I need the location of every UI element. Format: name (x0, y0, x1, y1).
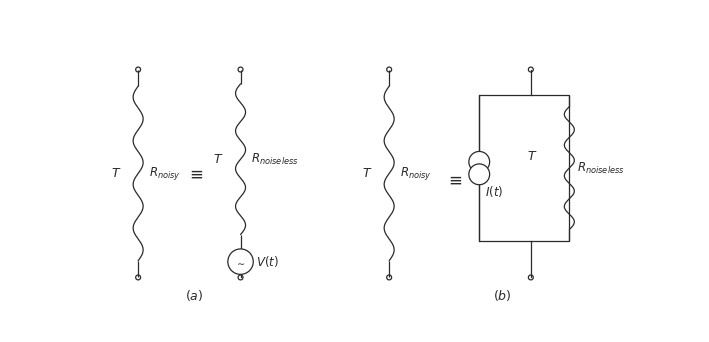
Circle shape (469, 152, 490, 172)
Text: $T$: $T$ (362, 167, 372, 180)
Text: $T$: $T$ (111, 167, 121, 180)
Text: $R_{noiseless}$: $R_{noiseless}$ (251, 152, 299, 167)
Text: $(a)$: $(a)$ (185, 288, 203, 303)
Circle shape (228, 249, 253, 274)
Text: $T$: $T$ (213, 153, 223, 166)
Text: $R_{noisy}$: $R_{noisy}$ (400, 165, 432, 182)
Bar (479, 95, 569, 241)
Text: $\equiv$: $\equiv$ (445, 171, 462, 189)
Text: $\sim$: $\sim$ (235, 256, 246, 267)
Text: $V(t)$: $V(t)$ (257, 254, 279, 269)
Text: $(b)$: $(b)$ (493, 288, 512, 303)
Text: $R_{noiseless}$: $R_{noiseless}$ (577, 160, 625, 176)
Text: $\equiv$: $\equiv$ (186, 165, 203, 183)
Text: $T$: $T$ (527, 150, 537, 163)
Circle shape (469, 164, 490, 185)
Text: $R_{noisy}$: $R_{noisy}$ (149, 165, 181, 182)
Text: $I(t)$: $I(t)$ (486, 184, 503, 199)
